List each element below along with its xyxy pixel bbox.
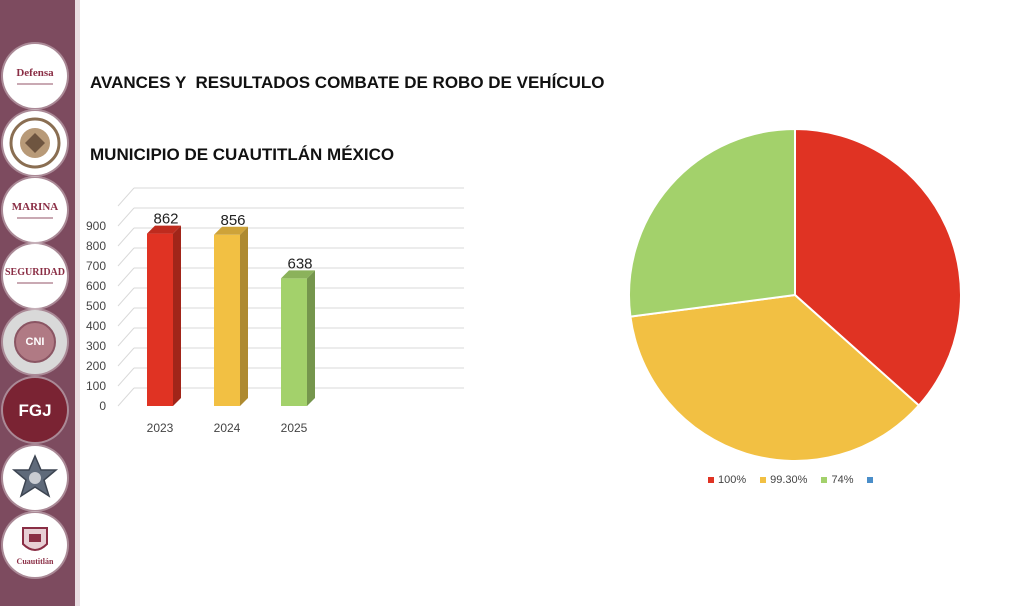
bar-2023	[147, 233, 173, 406]
bar-2024	[214, 234, 240, 406]
title-line-2: MUNICIPIO DE CUAUTITLÁN MÉXICO	[90, 145, 395, 164]
pie-slice-0	[794, 127, 962, 407]
x-tick-label: 2025	[281, 421, 308, 435]
y-tick-label: 800	[86, 239, 106, 253]
bar-top-2023	[147, 225, 181, 234]
guardia-nacional-seal-icon	[3, 111, 67, 175]
cni-logo-icon: CNI	[3, 310, 67, 374]
y-tick-label: 700	[86, 259, 106, 273]
gridline-depth	[117, 267, 135, 287]
y-tick-label: 400	[86, 319, 106, 333]
bar-side-2023	[173, 225, 181, 406]
legend-swatch	[708, 477, 714, 483]
seguridad-logo-icon: SEGURIDAD	[3, 244, 67, 308]
y-tick-label: 600	[86, 279, 106, 293]
bar-2025	[281, 278, 307, 406]
logo-label: Cuautitlán	[16, 557, 54, 566]
gridline-depth	[117, 367, 135, 387]
gridline-depth	[117, 247, 135, 267]
x-tick-label: 2023	[147, 421, 174, 435]
title-line-1: AVANCES Y RESULTADOS COMBATE DE ROBO DE …	[90, 73, 605, 92]
pie-legend: 100% 99.30% 74%	[708, 474, 877, 486]
y-tick-label: 200	[86, 359, 106, 373]
page-title: AVANCES Y RESULTADOS COMBATE DE ROBO DE …	[90, 23, 604, 191]
fgj-logo-icon: FGJ	[3, 378, 67, 442]
legend-label: 74%	[831, 474, 854, 486]
defensa-logo-icon: Defensa	[3, 44, 67, 108]
pie-slice-1	[629, 293, 921, 462]
bar-top-2025	[281, 270, 315, 279]
bar-chart: 0 100 200 300 400 500 600 700 800 900 862 2023 856 20…	[86, 187, 464, 435]
y-tick-label: 900	[86, 219, 106, 233]
bar-side-2024	[240, 226, 248, 406]
gridline-depth	[117, 327, 135, 347]
gridline-depth	[117, 287, 135, 307]
bar-top-2024	[214, 226, 248, 235]
y-tick-label: 0	[99, 399, 106, 413]
legend-swatch	[867, 477, 874, 483]
sidebar-edge	[75, 0, 80, 606]
legend-item: 99.30%	[760, 474, 807, 486]
pie-slice-2	[628, 127, 796, 318]
gridline-depth	[117, 387, 135, 407]
gridline-depth	[117, 227, 135, 247]
y-tick-label: 300	[86, 339, 106, 353]
data-label-2024: 856	[220, 212, 245, 229]
legend-item	[867, 477, 877, 483]
sidebar: Defensa MARINA SEGURIDAD CNI FGJ	[0, 0, 75, 606]
logo-label: MARINA	[11, 200, 59, 213]
y-tick-label: 500	[86, 299, 106, 313]
marina-logo-icon: MARINA	[3, 178, 67, 242]
gridline-depth	[117, 307, 135, 327]
police-star-badge-icon	[3, 446, 67, 510]
pie-chart	[628, 127, 962, 462]
legend-label: 99.30%	[770, 474, 808, 486]
gridline-depth	[117, 347, 135, 367]
gridline-depth	[117, 187, 135, 207]
y-tick-label: 100	[86, 379, 106, 393]
cuautitlan-emblem-icon: Cuautitlán	[3, 513, 67, 577]
x-tick-label: 2024	[214, 421, 241, 435]
logo-label: SEGURIDAD	[4, 267, 65, 278]
legend-item: 100%	[708, 474, 746, 486]
gridline-depth	[117, 207, 135, 227]
legend-item: 74%	[821, 474, 853, 486]
bar-side-2025	[307, 270, 315, 406]
data-label-2025: 638	[287, 255, 312, 272]
logo-label: CNI	[25, 335, 45, 348]
legend-swatch	[760, 477, 767, 483]
legend-label: 100%	[718, 474, 747, 486]
legend-swatch	[821, 477, 828, 483]
logo-label: FGJ	[18, 400, 52, 420]
logo-label: Defensa	[16, 66, 54, 79]
data-label-2023: 862	[153, 211, 178, 228]
